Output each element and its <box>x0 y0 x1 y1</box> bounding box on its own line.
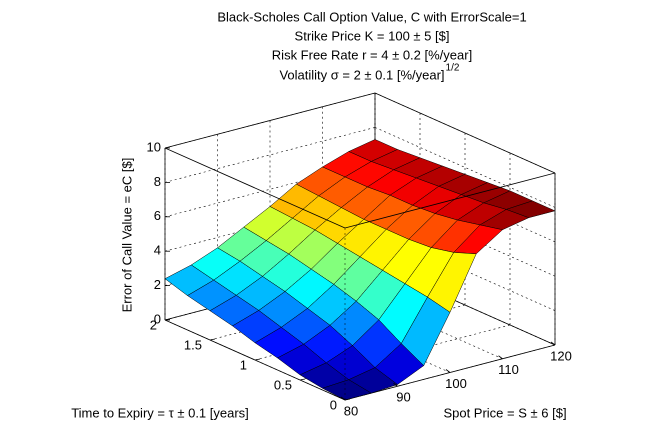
tick-mark <box>340 396 346 401</box>
tick-mark <box>498 355 503 360</box>
chart-title: Strike Price K = 100 ± 5 [$] <box>295 28 450 43</box>
x-tick-label: 120 <box>550 348 572 363</box>
y-tick-label: 0.5 <box>274 377 292 392</box>
z-tick-label: 2 <box>154 277 161 292</box>
box-edge <box>374 92 556 174</box>
x-tick-label: 80 <box>344 403 358 418</box>
z-tick-label: 0 <box>154 311 161 326</box>
tick-mark <box>393 382 398 387</box>
y-tick-label: 2 <box>150 317 157 332</box>
chart-title: Risk Free Rate r = 4 ± 0.2 [%/year] <box>272 47 472 62</box>
z-tick-label: 6 <box>154 208 161 223</box>
x-tick-label: 100 <box>445 376 467 391</box>
y-tick-label: 1 <box>240 357 247 372</box>
z-tick-label: 4 <box>154 243 161 258</box>
z-tick-label: 8 <box>154 174 161 189</box>
box-edge <box>344 172 556 229</box>
x-axis-label: Spot Price = S ± 6 [$] <box>443 405 566 420</box>
box-edge <box>164 147 346 229</box>
chart-title: Black-Scholes Call Option Value, C with … <box>217 9 526 24</box>
tick-mark <box>164 318 171 321</box>
y-tick-label: 1.5 <box>184 337 202 352</box>
title-superscript: 1/2 <box>446 63 460 74</box>
tick-mark <box>344 398 351 401</box>
x-tick-label: 90 <box>396 390 410 405</box>
surface-patch <box>321 379 372 401</box>
z-axis-label: Error of Call Value = eC [$] <box>119 158 134 313</box>
tick-mark <box>209 338 216 341</box>
x-tick-label: 110 <box>498 362 519 377</box>
tick-mark <box>299 378 306 381</box>
z-tick-label: 10 <box>147 139 161 154</box>
y-tick-label: 0 <box>330 397 337 412</box>
y-axis-label: Time to Expiry = τ ± 0.1 [years] <box>71 405 249 420</box>
tick-mark <box>445 369 451 373</box>
tick-mark <box>254 358 261 361</box>
grid-line <box>164 127 376 183</box>
box-edge <box>164 92 376 149</box>
tick-mark <box>550 341 556 346</box>
chart-title: Volatility σ = 2 ± 0.1 [%/year] <box>279 67 444 82</box>
